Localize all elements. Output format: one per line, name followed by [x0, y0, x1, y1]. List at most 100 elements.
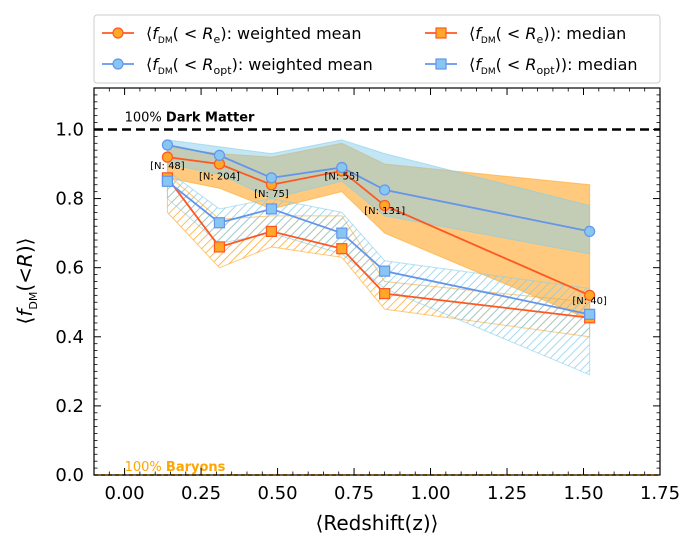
marker-s3-p4 [379, 265, 391, 277]
marker-s3-p0 [161, 175, 174, 187]
n-label-5: [N: 40] [572, 296, 607, 307]
marker-s0-p5 [584, 289, 596, 301]
x-axis-title: ⟨Redshift(z)⟩ [316, 511, 439, 535]
marker-s3-p3 [336, 227, 348, 239]
legend-label-mid: ( < [496, 24, 526, 43]
legend-label-prefix: ⟨ [469, 55, 475, 74]
x-tick-label: 0.75 [334, 483, 374, 504]
n-label-1: [N: 204] [199, 172, 240, 183]
y-axis-title: ⟨fDM(<R)⟩ [13, 238, 40, 325]
line-series-3 [166, 180, 590, 316]
legend-label-rsub: e [214, 33, 221, 46]
legend-label-f: f [152, 55, 160, 74]
band-series-1 [166, 139, 591, 255]
n-label-0: [N: 48] [150, 161, 185, 172]
legend-label-mid: ( < [496, 55, 526, 74]
legend-label-f: f [152, 24, 160, 43]
legend-label-sub: DM [481, 67, 496, 77]
marker-s1-p4 [379, 184, 391, 196]
line-series-1 [167, 144, 590, 233]
legend-label-r: R [202, 55, 213, 74]
x-tick-label: 0.25 [181, 483, 221, 504]
legend-label-prefix: ⟨ [469, 24, 475, 43]
y-tick-labels: 0.0 0.2 0.4 0.6 0.8 1.0 [55, 119, 84, 486]
series-markers [161, 139, 596, 324]
y-title-f: f [13, 307, 37, 317]
legend-label-mid: ( < [173, 24, 203, 43]
baryons-label-prefix: 100% [125, 460, 166, 475]
line-series-0 [167, 156, 590, 297]
marker-s3-p2 [265, 203, 278, 215]
baryons-label-bold: Baryons [166, 460, 226, 475]
x-tick-label: 1.75 [640, 483, 680, 504]
legend-label-r: R [525, 55, 536, 74]
marker-s3-p5 [584, 308, 596, 320]
y-title-open: ⟨ [13, 317, 37, 325]
marker-s2-p1 [213, 241, 226, 253]
legend-label-0: ⟨fDM( < Re): weighted mean [146, 24, 361, 46]
y-tick-label: 1.0 [55, 119, 84, 140]
n-label-2: [N: 75] [254, 189, 289, 200]
legend-marker-0 [112, 27, 124, 39]
y-title-r: R [13, 253, 37, 267]
legend-label-rsub: opt [214, 64, 233, 77]
y-tick-label: 0.6 [55, 258, 84, 279]
dark-matter-label-prefix: 100% [125, 110, 166, 125]
legend-box [93, 14, 661, 84]
legend-label-suffix: ): weighted mean [232, 55, 373, 74]
baryons-label: 100% Baryons [125, 460, 226, 475]
marker-s2-p4 [379, 287, 391, 300]
legend-label-sub: DM [158, 36, 173, 46]
legend-label-sub: DM [481, 36, 496, 46]
legend-marker-2 [435, 27, 447, 39]
legend-label-r: R [525, 24, 536, 43]
dark-matter-label: 100% Dark Matter [125, 110, 255, 125]
legend-label-suffix: ): weighted mean [220, 24, 361, 43]
legend-label-f: f [475, 55, 483, 74]
marker-s1-p5 [584, 225, 596, 237]
marker-s1-p3 [336, 161, 348, 174]
legend-marker-3 [435, 58, 447, 70]
y-title-sub: DM [27, 292, 40, 310]
axis-ticks [94, 88, 661, 476]
x-tick-label: 1.25 [487, 483, 527, 504]
marker-s2-p2 [265, 225, 278, 237]
marker-s0-p0 [161, 151, 174, 163]
x-tick-labels: 0.00 0.25 0.50 0.75 1.00 1.25 1.50 1.75 [105, 483, 680, 504]
y-title-close: )⟩ [13, 238, 37, 254]
n-label-4: [N: 131] [364, 206, 405, 217]
legend-label-r: R [202, 24, 213, 43]
marker-s1-p2 [265, 172, 278, 184]
x-tick-label: 1.50 [563, 483, 603, 504]
legend-label-f: f [475, 24, 483, 43]
marker-s1-p1 [213, 149, 226, 161]
legend-label-rsub: e [537, 33, 544, 46]
legend-marker-1 [112, 58, 124, 70]
x-tick-label: 1.00 [411, 483, 451, 504]
y-tick-label: 0.0 [55, 465, 84, 486]
legend-label-suffix: )): median [555, 55, 638, 74]
legend-label-rsub: opt [537, 64, 556, 77]
sample-size-labels: [N: 48] [N: 204] [N: 75] [N: 55] [N: 131] [N:… [150, 161, 607, 307]
marker-s0-p4 [379, 199, 391, 212]
y-tick-label: 0.8 [55, 189, 84, 210]
legend-label-prefix: ⟨ [146, 24, 152, 43]
legend-label-3: ⟨fDM( < Ropt)): median [469, 55, 638, 77]
legend-label-mid: ( < [173, 55, 203, 74]
y-tick-label: 0.2 [55, 396, 84, 417]
x-tick-label: 0.00 [105, 483, 145, 504]
series-lines [166, 144, 590, 319]
legend-label-sub: DM [158, 67, 173, 77]
n-label-3: [N: 55] [325, 172, 360, 183]
y-tick-label: 0.4 [55, 327, 84, 348]
legend-label-2: ⟨fDM( < Re)): median [469, 24, 626, 46]
x-tick-label: 0.50 [258, 483, 298, 504]
dark-matter-label-bold: Dark Matter [166, 110, 255, 125]
marker-s2-p3 [336, 243, 348, 255]
line-series-2 [166, 177, 590, 319]
legend: ⟨fDM( < Re): weighted mean⟨fDM( < Ropt):… [93, 14, 661, 84]
legend-label-prefix: ⟨ [146, 55, 152, 74]
marker-s3-p1 [213, 217, 226, 229]
